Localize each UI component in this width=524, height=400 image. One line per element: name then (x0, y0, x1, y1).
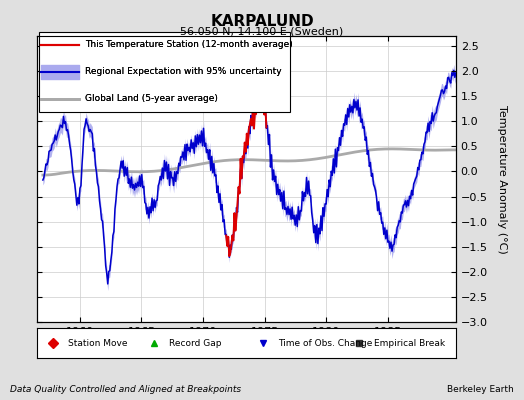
Text: Station Move: Station Move (68, 338, 128, 348)
Text: Data Quality Controlled and Aligned at Breakpoints: Data Quality Controlled and Aligned at B… (10, 386, 242, 394)
Text: Regional Expectation with 95% uncertainty: Regional Expectation with 95% uncertaint… (85, 67, 281, 76)
Y-axis label: Temperature Anomaly (°C): Temperature Anomaly (°C) (497, 105, 507, 253)
Text: KARPALUND: KARPALUND (210, 14, 314, 29)
Text: Global Land (5-year average): Global Land (5-year average) (85, 94, 218, 104)
FancyBboxPatch shape (39, 32, 290, 112)
Text: 56.050 N, 14.100 E (Sweden): 56.050 N, 14.100 E (Sweden) (180, 26, 344, 36)
Text: Regional Expectation with 95% uncertainty: Regional Expectation with 95% uncertaint… (85, 67, 281, 76)
Text: Time of Obs. Change: Time of Obs. Change (278, 338, 372, 348)
Text: Berkeley Earth: Berkeley Earth (447, 386, 514, 394)
Text: This Temperature Station (12-month average): This Temperature Station (12-month avera… (85, 40, 292, 49)
Text: Record Gap: Record Gap (169, 338, 221, 348)
Text: This Temperature Station (12-month average): This Temperature Station (12-month avera… (85, 40, 292, 49)
Text: Global Land (5-year average): Global Land (5-year average) (85, 94, 218, 104)
Text: Empirical Break: Empirical Break (374, 338, 445, 348)
